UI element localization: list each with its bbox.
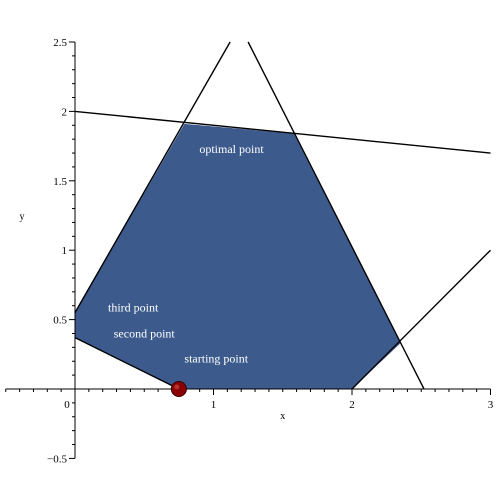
x-tick-label: 0: [64, 399, 70, 411]
y-tick-label: −0.5: [47, 453, 67, 465]
y-tick-label: 2.5: [53, 37, 67, 49]
y-tick-label: 1.5: [53, 176, 67, 188]
starting-point-marker-highlight: [174, 385, 179, 390]
y-tick-label: 0.5: [53, 315, 67, 327]
feasible-region: [75, 124, 400, 389]
starting-point-marker: [171, 382, 186, 397]
x-axis-title: x: [280, 411, 285, 422]
y-axis-title: y: [20, 212, 25, 223]
feasible-region-layer: [75, 124, 400, 389]
annotation-label: second point: [114, 327, 176, 341]
annotation-label: third point: [108, 300, 159, 314]
x-tick-label: 3: [488, 399, 494, 411]
marker-layer: [171, 382, 186, 397]
x-tick-label: 1: [211, 399, 217, 411]
annotation-label: optimal point: [199, 142, 264, 156]
x-tick-label: 2: [349, 399, 355, 411]
y-tick-label: 2: [62, 106, 68, 118]
annotation-label: starting point: [184, 352, 248, 366]
y-tick-label: 1: [62, 245, 68, 257]
